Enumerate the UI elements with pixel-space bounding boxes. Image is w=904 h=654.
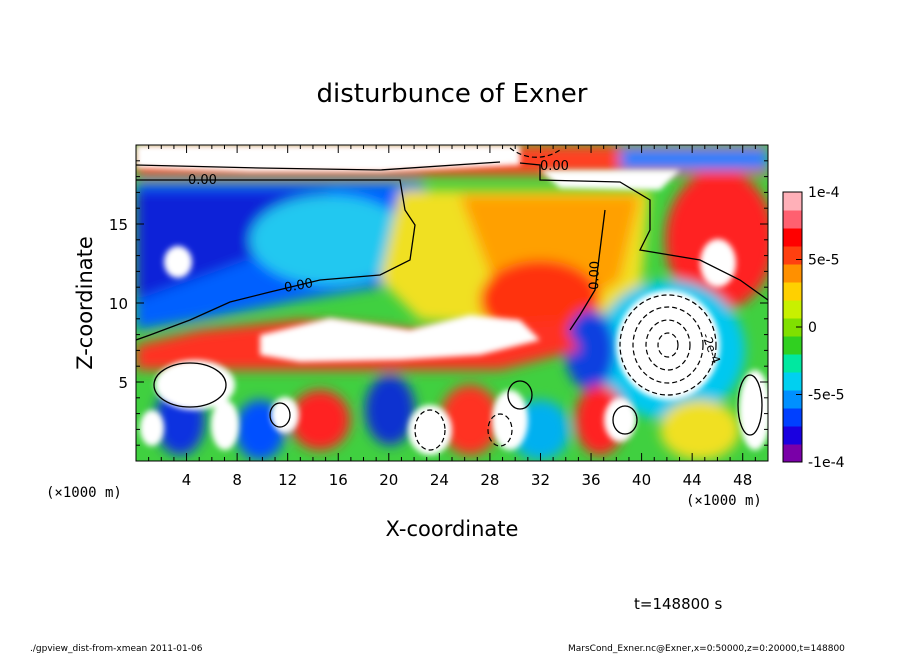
contour-top bbox=[136, 161, 501, 171]
colorbar-swatch-12 bbox=[783, 228, 802, 247]
field-lower-yellow bbox=[660, 400, 740, 460]
saturated-lower-3 bbox=[408, 405, 452, 455]
field-top-blue-right bbox=[620, 148, 768, 170]
saturated-lower-5 bbox=[604, 398, 636, 442]
field-blue-right bbox=[565, 310, 615, 390]
saturated-lower-1 bbox=[211, 400, 239, 450]
colorbar-label-3: -5e-5 bbox=[808, 388, 845, 404]
field-lower-red-2 bbox=[440, 385, 500, 455]
colorbar-ticks: 1e-4 5e-5 0 -5e-5 -1e-4 bbox=[796, 185, 845, 471]
colorbar-swatch-8 bbox=[783, 300, 802, 319]
colorbar-label-0: 1e-4 bbox=[808, 185, 840, 201]
colorbar-swatch-11 bbox=[783, 246, 802, 265]
colorbar-label-4: -1e-4 bbox=[808, 455, 845, 471]
colorbar-swatch-2 bbox=[783, 408, 802, 427]
field-lower-blue-3 bbox=[365, 375, 415, 445]
colorbar-swatch-7 bbox=[783, 318, 802, 337]
contour-negative-1 bbox=[619, 294, 717, 396]
colorbar-swatch-0 bbox=[783, 444, 802, 463]
x-tick-label-4: 20 bbox=[379, 471, 398, 489]
plot-area: 0.00 0.00 0.00 0.00 -2e-4 4 8 12 16 20 24 28 32… bbox=[109, 144, 769, 489]
chart-title: disturbunce of Exner bbox=[317, 79, 588, 109]
field-cyan-upper-mid bbox=[250, 195, 410, 285]
z-tick-label-0: 5 bbox=[118, 374, 128, 392]
x-tick-label-0: 4 bbox=[182, 471, 192, 489]
x-tick-label-1: 8 bbox=[232, 471, 242, 489]
colorbar-swatch-9 bbox=[783, 282, 802, 301]
saturated-lower-4 bbox=[492, 390, 528, 450]
contour-negative-top bbox=[509, 147, 561, 158]
z-unit-label: (×1000 m) bbox=[46, 485, 122, 501]
colorbar-label-2: 0 bbox=[808, 320, 817, 336]
colorbar-swatch-3 bbox=[783, 390, 802, 409]
x-tick-label-9: 40 bbox=[632, 471, 651, 489]
saturated-right-top bbox=[700, 239, 736, 287]
contour-negative-3 bbox=[645, 319, 691, 371]
saturated-top-left bbox=[136, 145, 520, 172]
z-tick-label-1: 10 bbox=[109, 295, 128, 313]
time-label: t=148800 s bbox=[634, 595, 722, 613]
saturated-right-vortex bbox=[616, 290, 720, 400]
contour-label-3: 0.00 bbox=[540, 159, 569, 174]
contour-lower-3 bbox=[612, 405, 638, 435]
field-lower-red-1 bbox=[290, 390, 350, 450]
contour-zero-upper bbox=[136, 179, 416, 341]
x-tick-label-11: 48 bbox=[733, 471, 752, 489]
footer-left: ./gpview_dist-from-xmean 2011-01-06 bbox=[30, 644, 203, 654]
saturated-lower-left bbox=[155, 360, 235, 410]
contour-negative-6 bbox=[487, 413, 513, 447]
saturated-mid-band bbox=[260, 315, 540, 362]
colorbar-swatch-6 bbox=[783, 336, 802, 355]
footer-right: MarsCond_Exner.nc@Exner,x=0:50000,z=0:20… bbox=[568, 644, 845, 654]
x-tick-label-8: 36 bbox=[581, 471, 600, 489]
x-tick-label-2: 12 bbox=[278, 471, 297, 489]
colorbar-swatch-14 bbox=[783, 192, 802, 211]
contour-lower-4 bbox=[737, 374, 763, 436]
contour-label-2: 0.00 bbox=[283, 276, 314, 296]
colorbar-swatch-4 bbox=[783, 372, 802, 391]
contour-label-4: 0.00 bbox=[587, 261, 603, 290]
contour-negative-4 bbox=[657, 332, 679, 358]
saturated-lower-7 bbox=[140, 410, 164, 446]
x-tick-label-7: 32 bbox=[531, 471, 550, 489]
saturated-lower-2 bbox=[271, 397, 299, 433]
colorbar-swatches bbox=[783, 192, 802, 463]
contour-lower-1 bbox=[153, 362, 227, 408]
colorbar-swatch-13 bbox=[783, 210, 802, 229]
saturated-top-right bbox=[540, 170, 680, 190]
contour-label-1: 0.00 bbox=[188, 173, 217, 188]
x-tick-label-6: 28 bbox=[480, 471, 499, 489]
contour-negative-5 bbox=[414, 409, 446, 451]
y-axis-label: Z-coordinate bbox=[73, 236, 97, 370]
colorbar-swatch-10 bbox=[783, 264, 802, 283]
contour-zero-vertical bbox=[569, 209, 606, 331]
colorbar: 1e-4 5e-5 0 -5e-5 -1e-4 bbox=[782, 185, 845, 471]
x-tick-label-3: 16 bbox=[329, 471, 348, 489]
colorbar-swatch-1 bbox=[783, 426, 802, 445]
saturated-left-eddy bbox=[164, 246, 192, 278]
z-tick-label-2: 15 bbox=[109, 216, 128, 234]
colorbar-swatch-5 bbox=[783, 354, 802, 373]
x-unit-label: (×1000 m) bbox=[686, 493, 762, 509]
x-tick-label-5: 24 bbox=[430, 471, 449, 489]
x-tick-label-10: 44 bbox=[683, 471, 702, 489]
contour-zero-right bbox=[519, 162, 768, 301]
contour-lower-2 bbox=[507, 380, 533, 410]
contour-lower-5 bbox=[269, 402, 291, 428]
x-axis-label: X-coordinate bbox=[386, 517, 519, 541]
colorbar-label-1: 5e-5 bbox=[808, 253, 839, 269]
contour-negative-2 bbox=[632, 306, 704, 384]
